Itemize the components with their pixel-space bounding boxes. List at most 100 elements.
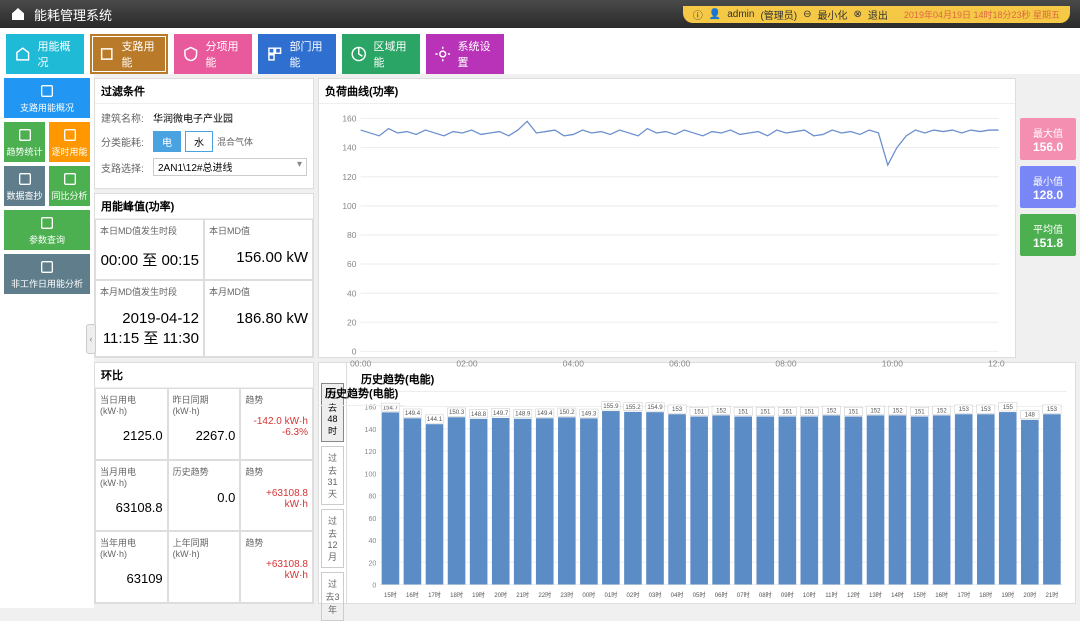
tab-0[interactable]: 用能概况 (6, 34, 84, 74)
svg-text:153: 153 (981, 406, 992, 413)
sidebar-4-0[interactable]: 非工作日用能分析 (4, 254, 90, 294)
svg-text:151: 151 (804, 408, 815, 415)
sidebar-1-1[interactable]: 逐时用能 (49, 122, 90, 162)
minimize-icon[interactable]: ⊖ (803, 9, 811, 20)
svg-text:09时: 09时 (781, 591, 794, 599)
svg-text:05时: 05时 (693, 591, 706, 599)
svg-text:07时: 07时 (737, 591, 750, 599)
load-line-chart: 02040608010012014016000:0002:0004:0006:0… (329, 112, 1005, 369)
svg-text:152: 152 (892, 407, 903, 414)
minimize-label: 最小化 (818, 7, 848, 22)
svg-text:100: 100 (342, 201, 356, 211)
sidebar-collapse-handle[interactable]: ‹ (86, 324, 96, 354)
svg-text:23时: 23时 (560, 591, 573, 599)
svg-text:04时: 04时 (671, 591, 684, 599)
sidebar-1-0[interactable]: 趋势统计 (4, 122, 45, 162)
svg-text:16时: 16时 (935, 591, 948, 599)
load-chart-title: 负荷曲线(功率) (319, 79, 1015, 104)
content: ‹ 过滤条件 建筑名称:华润微电子产业园 分类能耗: 电 水 混合气体 支路选择… (94, 74, 1080, 608)
ring-cell-1-0: 当月用电(kW·h)63108.8 (95, 460, 168, 532)
svg-text:15时: 15时 (384, 591, 397, 599)
main-tabs: 用能概况支路用能分项用能部门用能区域用能系统设置 (0, 28, 1080, 74)
app-header: 能耗管理系统 ⓘ 👤 admin(管理员) ⊖最小化 ⊗退出 2019年04月1… (0, 0, 1080, 28)
trend-range-1[interactable]: 过去31天 (321, 446, 344, 505)
svg-text:149.3: 149.3 (581, 410, 597, 417)
svg-text:40: 40 (368, 537, 376, 545)
trend-range-3[interactable]: 过去3年 (321, 572, 344, 621)
tab-5[interactable]: 系统设置 (426, 34, 504, 74)
trend-range-2[interactable]: 过去12月 (321, 509, 344, 568)
svg-text:150.2: 150.2 (559, 409, 575, 416)
svg-text:155.9: 155.9 (603, 403, 619, 410)
svg-text:151: 151 (760, 408, 771, 415)
stat-cards: 最大值156.0 最小值128.0 平均值151.8 (1020, 78, 1076, 358)
svg-text:00:00: 00:00 (350, 358, 371, 368)
svg-text:15时: 15时 (913, 591, 926, 599)
ring-cell-0-2: 趋势-142.0 kW·h-6.3% (240, 388, 313, 460)
filter-title: 过滤条件 (95, 79, 313, 104)
type-chip-gas[interactable]: 混合气体 (217, 135, 253, 148)
svg-text:149.4: 149.4 (405, 410, 421, 417)
svg-text:21时: 21时 (1046, 591, 1059, 599)
app-title: 能耗管理系统 (34, 5, 683, 24)
svg-text:17时: 17时 (428, 591, 441, 599)
user-area: ⓘ 👤 admin(管理员) ⊖最小化 ⊗退出 2019年04月19日 14时1… (683, 6, 1070, 23)
ring-panel: 环比 当日用电(kW·h)2125.0昨日同期(kW·h)2267.0趋势-14… (94, 362, 314, 604)
sidebar-0-0[interactable]: 支路用能概况 (4, 78, 90, 118)
svg-text:0: 0 (372, 582, 376, 590)
load-chart-panel: 负荷曲线(功率) 02040608010012014016000:0002:00… (318, 78, 1016, 358)
home-icon[interactable] (10, 6, 26, 22)
filter-panel: 过滤条件 建筑名称:华润微电子产业园 分类能耗: 电 水 混合气体 支路选择: … (94, 78, 314, 189)
user-icon[interactable]: 👤 (709, 9, 721, 20)
ring-cell-2-0: 当年用电(kW·h)63109 (95, 531, 168, 603)
logout-icon[interactable]: ⊗ (854, 9, 862, 20)
svg-text:20时: 20时 (494, 591, 507, 599)
svg-text:17时: 17时 (957, 591, 970, 599)
tab-1[interactable]: 支路用能 (90, 34, 168, 74)
svg-text:04:00: 04:00 (563, 358, 584, 368)
svg-text:155: 155 (1003, 404, 1014, 411)
ring-cell-1-1: 历史趋势0.0 (168, 460, 241, 532)
info-icon[interactable]: ⓘ (693, 7, 703, 22)
peak-panel: 用能峰值(功率) 本日MD值发生时段00:00 至 00:15本日MD值156.… (94, 193, 314, 358)
svg-text:21时: 21时 (516, 591, 529, 599)
branch-select[interactable]: 2AN1\12#总进线 (153, 158, 307, 176)
type-label: 分类能耗: (101, 134, 149, 149)
sidebar-2-1[interactable]: 同比分析 (49, 166, 90, 206)
svg-text:120: 120 (364, 448, 376, 456)
type-chip-water[interactable]: 水 (185, 131, 213, 152)
svg-text:152: 152 (826, 407, 837, 414)
svg-text:60: 60 (368, 515, 376, 523)
ring-cell-0-0: 当日用电(kW·h)2125.0 (95, 388, 168, 460)
svg-text:0: 0 (352, 347, 357, 357)
svg-text:13时: 13时 (869, 591, 882, 599)
svg-text:00时: 00时 (582, 591, 595, 599)
sidebar-3-0[interactable]: 参数查询 (4, 210, 90, 250)
svg-text:12:00: 12:00 (988, 358, 1005, 368)
svg-text:02:00: 02:00 (456, 358, 477, 368)
svg-text:150.3: 150.3 (449, 409, 465, 416)
svg-text:153: 153 (959, 406, 970, 413)
svg-text:18时: 18时 (450, 591, 463, 599)
sidebar: 支路用能概况趋势统计逐时用能数据查抄同比分析参数查询非工作日用能分析 (0, 74, 94, 608)
svg-text:08时: 08时 (759, 591, 772, 599)
svg-text:20: 20 (368, 559, 376, 567)
svg-text:144.1: 144.1 (427, 416, 443, 423)
svg-text:19时: 19时 (472, 591, 485, 599)
tab-3[interactable]: 部门用能 (258, 34, 336, 74)
svg-text:120: 120 (342, 172, 356, 182)
ring-cell-2-1: 上年同期(kW·h) (168, 531, 241, 603)
trend-range-tabs: 历史趋势(电能) 过去48时过去31天过去12月过去3年 (319, 363, 347, 603)
svg-text:12时: 12时 (847, 591, 860, 599)
building-label: 建筑名称: (101, 110, 149, 125)
svg-text:148.9: 148.9 (515, 411, 531, 418)
svg-text:140: 140 (342, 143, 356, 153)
svg-text:149.7: 149.7 (493, 410, 509, 417)
svg-text:80: 80 (347, 230, 357, 240)
sidebar-2-0[interactable]: 数据查抄 (4, 166, 45, 206)
peak-cell-1: 本日MD值156.00 kW (204, 219, 313, 280)
svg-text:148: 148 (1025, 412, 1036, 419)
tab-4[interactable]: 区域用能 (342, 34, 420, 74)
type-chip-electric[interactable]: 电 (153, 131, 181, 152)
tab-2[interactable]: 分项用能 (174, 34, 252, 74)
